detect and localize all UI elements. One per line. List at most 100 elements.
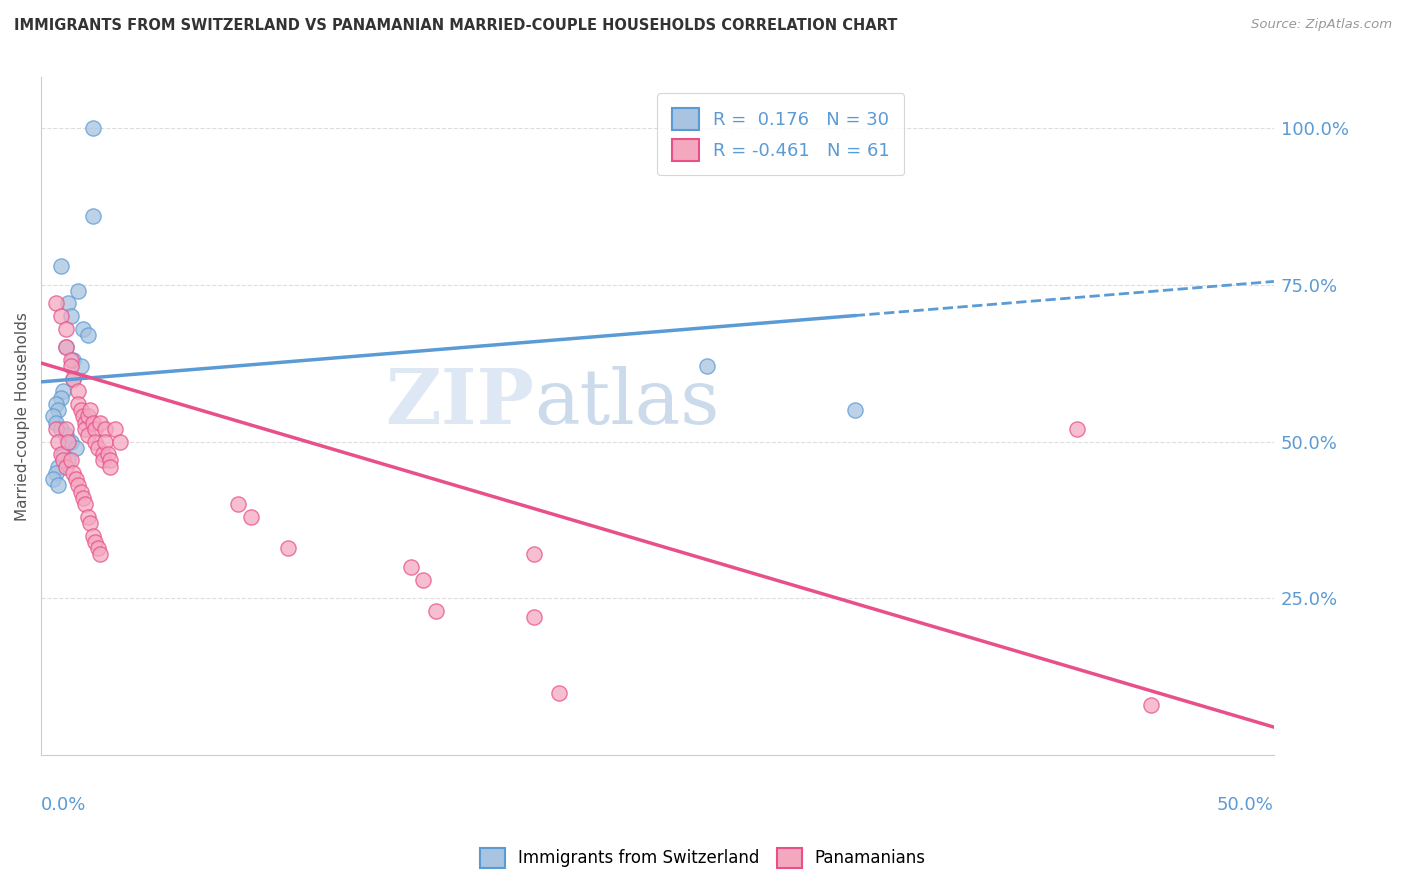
Point xyxy=(59,434,82,449)
Point xyxy=(52,453,75,467)
Point xyxy=(77,428,100,442)
Point xyxy=(52,384,75,399)
Point xyxy=(59,453,82,467)
Point xyxy=(91,447,114,461)
Point xyxy=(425,604,447,618)
Point xyxy=(55,428,77,442)
Point xyxy=(65,441,87,455)
Text: ZIP: ZIP xyxy=(385,366,534,440)
Point xyxy=(52,447,75,461)
Point xyxy=(42,409,65,424)
Point xyxy=(69,484,91,499)
Point xyxy=(547,685,569,699)
Point xyxy=(55,340,77,354)
Point xyxy=(277,541,299,556)
Legend: R =  0.176   N = 30, R = -0.461   N = 61: R = 0.176 N = 30, R = -0.461 N = 61 xyxy=(657,94,904,175)
Point xyxy=(1139,698,1161,713)
Point xyxy=(94,422,117,436)
Point xyxy=(82,416,104,430)
Point xyxy=(98,459,121,474)
Text: IMMIGRANTS FROM SWITZERLAND VS PANAMANIAN MARRIED-COUPLE HOUSEHOLDS CORRELATION : IMMIGRANTS FROM SWITZERLAND VS PANAMANIA… xyxy=(14,18,897,33)
Point xyxy=(87,541,110,556)
Point xyxy=(412,573,434,587)
Point xyxy=(91,453,114,467)
Point xyxy=(49,422,72,436)
Point xyxy=(94,434,117,449)
Point xyxy=(84,535,107,549)
Point xyxy=(89,548,111,562)
Point xyxy=(98,453,121,467)
Point xyxy=(82,529,104,543)
Point xyxy=(55,422,77,436)
Point xyxy=(49,391,72,405)
Point xyxy=(62,466,84,480)
Text: 0.0%: 0.0% xyxy=(41,796,87,814)
Point xyxy=(65,472,87,486)
Point xyxy=(67,397,90,411)
Point xyxy=(72,491,94,505)
Point xyxy=(82,209,104,223)
Point xyxy=(523,610,546,624)
Point xyxy=(104,422,127,436)
Point xyxy=(69,403,91,417)
Point xyxy=(45,296,67,310)
Point xyxy=(228,497,250,511)
Point xyxy=(87,441,110,455)
Point xyxy=(49,259,72,273)
Point xyxy=(84,422,107,436)
Point xyxy=(239,509,262,524)
Point xyxy=(72,321,94,335)
Point xyxy=(79,516,101,530)
Point xyxy=(55,340,77,354)
Point xyxy=(45,422,67,436)
Point xyxy=(58,453,80,467)
Point xyxy=(58,434,80,449)
Text: Source: ZipAtlas.com: Source: ZipAtlas.com xyxy=(1251,18,1392,31)
Y-axis label: Married-couple Households: Married-couple Households xyxy=(15,312,30,521)
Point xyxy=(82,120,104,135)
Point xyxy=(67,478,90,492)
Point xyxy=(67,384,90,399)
Point xyxy=(77,327,100,342)
Point xyxy=(49,447,72,461)
Point xyxy=(59,352,82,367)
Point xyxy=(77,409,100,424)
Point xyxy=(62,372,84,386)
Point xyxy=(48,478,70,492)
Point xyxy=(62,352,84,367)
Point xyxy=(58,296,80,310)
Point xyxy=(79,403,101,417)
Point xyxy=(89,416,111,430)
Point xyxy=(67,284,90,298)
Point xyxy=(45,466,67,480)
Point xyxy=(69,359,91,374)
Point xyxy=(48,459,70,474)
Point xyxy=(97,447,120,461)
Point xyxy=(62,372,84,386)
Text: atlas: atlas xyxy=(534,366,720,440)
Point xyxy=(42,472,65,486)
Point xyxy=(75,422,97,436)
Point xyxy=(696,359,718,374)
Point xyxy=(1066,422,1088,436)
Point xyxy=(77,509,100,524)
Point xyxy=(45,397,67,411)
Point xyxy=(399,560,422,574)
Legend: Immigrants from Switzerland, Panamanians: Immigrants from Switzerland, Panamanians xyxy=(474,841,932,875)
Point xyxy=(55,459,77,474)
Point xyxy=(48,434,70,449)
Point xyxy=(844,403,866,417)
Point xyxy=(45,416,67,430)
Point xyxy=(72,409,94,424)
Point xyxy=(59,309,82,323)
Point xyxy=(59,359,82,374)
Point xyxy=(75,497,97,511)
Point xyxy=(49,309,72,323)
Point xyxy=(75,416,97,430)
Point xyxy=(48,403,70,417)
Point xyxy=(84,434,107,449)
Text: 50.0%: 50.0% xyxy=(1218,796,1274,814)
Point xyxy=(55,321,77,335)
Point xyxy=(108,434,131,449)
Point xyxy=(523,548,546,562)
